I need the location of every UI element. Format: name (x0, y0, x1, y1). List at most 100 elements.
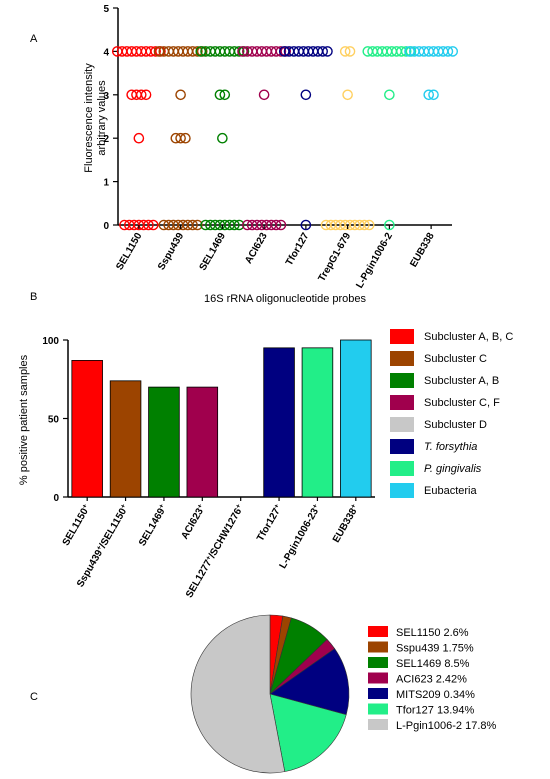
panel-b-legend-label: T. forsythia (424, 441, 477, 453)
panel-b-legend-swatch (390, 329, 414, 344)
panel-a-data-point (300, 89, 312, 101)
panel-a-data-point (133, 132, 145, 144)
panel-a-axes: 0 1 2 3 4 5 (103, 4, 452, 232)
panel-b-x-ticks: SEL1150+Sspu439+/SEL1150+SEL1469+ACI623+… (60, 497, 361, 600)
panel-label-b: B (30, 291, 37, 303)
panel-a-x-tick-label: ACI623 (243, 231, 270, 266)
panel-a-data-point (447, 46, 459, 57)
tick-label-part: /SCHW1276 (207, 506, 245, 560)
panel-a-y-tick-label: 1 (103, 178, 109, 189)
panel-b-bar (109, 380, 142, 498)
panel-b-legend-swatch (390, 461, 414, 476)
panel-c-legend-label: Tfor127 13.94% (396, 705, 474, 717)
tick-label-sup: + (349, 503, 357, 510)
panel-b-x-tick-label: EUB338+ (330, 503, 361, 545)
panel-a-data-point (384, 89, 395, 101)
panel-c-pie-slice (269, 648, 350, 716)
panel-b-legend-swatch (390, 483, 414, 498)
tick-label-sup: + (119, 503, 127, 510)
panel-b-legend-label: Subcluster C, F (424, 397, 500, 409)
panel-c-pie (190, 614, 350, 774)
panel-b-x-tick-label: SEL1150+ (60, 503, 93, 548)
panel-a-x-tick-label: EUB338 (408, 231, 437, 270)
tick-label-part: SEL1277 (184, 558, 215, 600)
panel-b-x-tick-label: Tfor127+ (255, 503, 285, 544)
panel-c-legend-label: Sspu439 1.75% (396, 643, 474, 655)
panel-a-data-point (339, 46, 351, 57)
panel-label-c: C (30, 691, 38, 703)
panel-a-data-point (275, 46, 287, 57)
panel-b-legend-swatch (390, 417, 414, 432)
panel-c-pie-chart: SEL1150 2.6% Sspu439 1.75% SEL1469 8.5% ACI… (190, 614, 497, 774)
panel-a-data-point (175, 132, 186, 144)
panel-a-data-point (219, 89, 231, 101)
panel-a-y-tick-label: 5 (103, 4, 109, 15)
panel-b-bar (148, 386, 180, 498)
panel-b-y-tick-label: 0 (53, 493, 59, 504)
panel-a-x-tick-label: Tfor127 (284, 231, 312, 268)
panel-a-data-point (192, 46, 203, 57)
panel-a-data-point (363, 219, 375, 231)
panel-a-data-point (135, 89, 147, 101)
panel-c-legend-swatch (368, 688, 388, 699)
panel-a-y-tick-label: 3 (103, 91, 109, 102)
panel-b-legend-label: P. gingivalis (424, 463, 482, 475)
panel-a-x-axis-label: 16S rRNA oligonucleotide probes (204, 293, 367, 305)
panel-b-legend-label: Eubacteria (424, 485, 477, 497)
panel-a-x-ticks: SEL1150 Sspu439 SEL1469 ACI623 Tfor127 TrepG1… (114, 225, 437, 290)
panel-a-data-point (270, 219, 282, 231)
panel-a-data-point (217, 132, 228, 144)
panel-a-data-point (300, 219, 312, 231)
tick-label-sup: + (158, 503, 166, 510)
panel-b-y-tick-label: 100 (42, 336, 59, 347)
panel-b-bar-chart: % positive patient samples 0 50 100 SEL115… (18, 329, 513, 600)
panel-a-data-point (214, 89, 226, 101)
panel-b-bars (71, 339, 372, 498)
panel-a-data-point (140, 89, 152, 101)
panel-a-x-tick-label: TrepG1-679 (316, 231, 353, 284)
panel-b-bar (186, 386, 219, 498)
panel-b-bar (340, 339, 372, 498)
panel-a-data-point (428, 89, 439, 101)
panel-c-legend-label: SEL1150 2.6% (396, 627, 469, 639)
panel-b-legend-label: Subcluster A, B (424, 375, 499, 387)
panel-b-bar (263, 347, 295, 498)
tick-label-part: EUB338 (331, 506, 360, 545)
panel-a-data-point (442, 46, 454, 57)
panel-a-data-point (180, 132, 191, 144)
panel-b-bar (71, 360, 103, 498)
tick-label-sup: + (234, 503, 242, 510)
panel-a-data-point (258, 89, 270, 101)
panel-b-legend-swatch (390, 439, 414, 454)
panel-b-bar (301, 347, 334, 498)
panel-a-data-point (322, 46, 333, 57)
panel-c-legend-swatch (368, 641, 388, 653)
panel-a-data-point (147, 219, 159, 231)
panel-a-data-point (423, 89, 435, 101)
panel-a-x-tick-label: Sspu439 (156, 231, 186, 273)
panel-b-legend-label: Subcluster A, B, C (424, 331, 513, 343)
panel-a-points (111, 46, 459, 231)
panel-a-y-tick-label: 2 (103, 134, 109, 145)
panel-a-data-point (233, 219, 245, 231)
panel-a-data-point (400, 46, 412, 57)
tick-label-part: ACI623 (179, 506, 206, 541)
tick-label-part: Sspu439 (75, 548, 105, 590)
panel-c-legend-label: MITS209 0.34% (396, 689, 475, 701)
panel-a-data-point (150, 46, 161, 57)
panel-a-x-tick-label: L-Pgin1006-2 (354, 231, 395, 291)
panel-b-legend: Subcluster A, B, C Subcluster C Subcluster… (390, 329, 513, 498)
panel-c-legend-swatch (368, 719, 388, 730)
panel-b-legend-swatch (390, 395, 414, 410)
tick-label-sup: + (273, 503, 281, 510)
tick-label-part: /SEL1150 (98, 506, 130, 550)
panel-b-x-tick-label: ACI623+ (179, 503, 208, 542)
panel-a-data-point (342, 89, 353, 101)
panel-c-legend-swatch (368, 657, 388, 668)
panel-c-legend-swatch (368, 626, 388, 637)
panel-a-data-point (229, 219, 240, 231)
panel-a-y-axis-label-line: Fluorescence intensity (83, 63, 95, 173)
panel-a-x-tick-label: SEL1469 (198, 231, 229, 273)
tick-label-part: Tfor127 (255, 506, 283, 543)
